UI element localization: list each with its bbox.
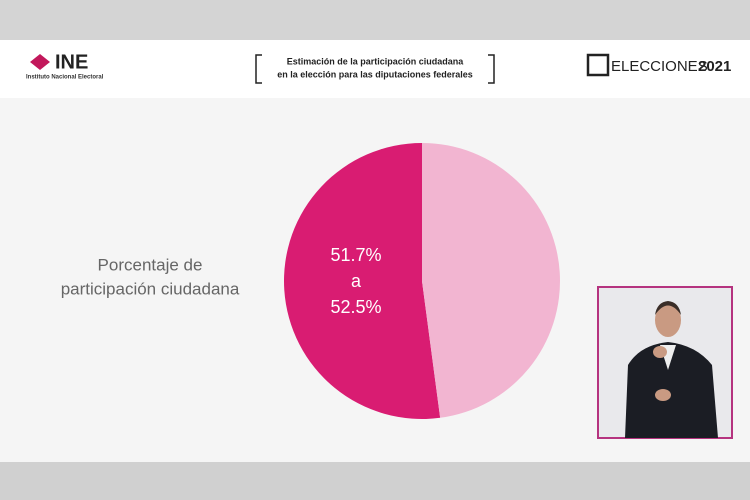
- slice-label: a: [351, 271, 362, 291]
- chart-label: participación ciudadana: [61, 279, 240, 298]
- pie-slice: [422, 143, 560, 418]
- pie-slice: [283, 143, 441, 419]
- header-title: en la elección para las diputaciones fed…: [277, 69, 473, 79]
- interpreter-hand: [655, 389, 671, 401]
- top-blur: [0, 0, 750, 40]
- interpreter-head: [655, 303, 681, 337]
- interpreter-video: [597, 286, 733, 439]
- elecciones-logo-mark: [586, 53, 610, 77]
- header-band: [0, 40, 750, 98]
- pie: [283, 143, 560, 419]
- interpreter-hair: [655, 301, 681, 315]
- interpreter-hand: [653, 346, 667, 358]
- ine-logo: INE: [55, 51, 88, 73]
- chart-label: Porcentaje de: [98, 255, 203, 274]
- header-title: Estimación de la participación ciudadana: [287, 56, 465, 66]
- bottom-blur: [0, 462, 750, 500]
- ine-subtitle: Instituto Nacional Electoral: [26, 75, 104, 81]
- elecciones-year: 2021: [698, 58, 731, 75]
- interpreter-body: [625, 342, 718, 438]
- slice-label: 52.5%: [330, 297, 381, 317]
- title-brackets: [255, 54, 495, 84]
- ine-logo-mark: [30, 54, 50, 70]
- slice-label: 51.7%: [330, 245, 381, 265]
- elecciones-logo: ELECCIONES: [611, 58, 708, 75]
